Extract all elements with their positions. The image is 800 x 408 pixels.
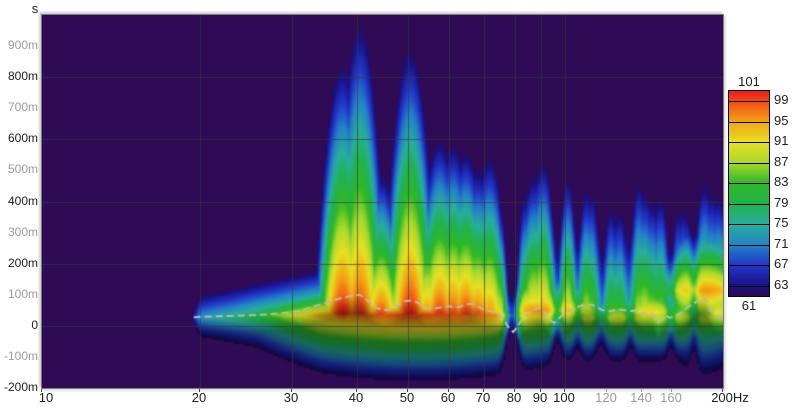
y-tick-label: 400m bbox=[7, 194, 38, 208]
legend-boundary-label: 67 bbox=[774, 256, 789, 271]
legend-min-label: 61 bbox=[741, 298, 757, 313]
y-tick-label: 0 bbox=[31, 318, 38, 332]
x-tick-mark bbox=[514, 389, 515, 392]
legend-divider bbox=[729, 265, 769, 266]
legend-divider bbox=[729, 224, 769, 225]
y-tick-label: 900m bbox=[7, 38, 38, 52]
x-tick-label: 40 bbox=[348, 390, 364, 405]
x-tick-mark bbox=[722, 389, 723, 392]
x-tick-mark bbox=[671, 389, 672, 392]
legend-divider bbox=[729, 183, 769, 184]
legend-color-bar bbox=[728, 90, 770, 297]
x-tick-label: 30 bbox=[283, 390, 299, 405]
x-tick-label: 10 bbox=[38, 390, 54, 405]
x-tick-mark bbox=[356, 389, 357, 392]
x-tick-mark bbox=[564, 389, 565, 392]
legend-boundary-label: 99 bbox=[774, 92, 789, 107]
x-tick-mark bbox=[606, 389, 607, 392]
y-tick-label: 600m bbox=[7, 131, 38, 145]
legend-boundary-label: 79 bbox=[774, 195, 789, 210]
x-tick-label: 20 bbox=[191, 390, 207, 405]
legend-divider bbox=[729, 286, 769, 287]
y-axis-unit-label: s bbox=[31, 1, 39, 16]
x-tick-mark bbox=[199, 389, 200, 392]
legend-divider bbox=[729, 245, 769, 246]
legend-divider bbox=[729, 163, 769, 164]
y-tick-label: -100m bbox=[3, 349, 38, 363]
x-tick-label: 80 bbox=[506, 390, 522, 405]
legend-divider bbox=[729, 204, 769, 205]
x-tick-label: 50 bbox=[399, 390, 415, 405]
y-tick-label: -200m bbox=[3, 380, 38, 394]
x-tick-label: 60 bbox=[440, 390, 456, 405]
legend-boundary-label: 71 bbox=[774, 236, 789, 251]
legend-divider bbox=[729, 142, 769, 143]
y-tick-label: 300m bbox=[7, 225, 38, 239]
legend-boundary-label: 95 bbox=[774, 113, 789, 128]
legend-divider bbox=[729, 122, 769, 123]
x-tick-label: 200Hz bbox=[711, 390, 749, 405]
legend-boundary-label: 83 bbox=[774, 174, 789, 189]
y-tick-label: 700m bbox=[7, 100, 38, 114]
legend-boundary-label: 75 bbox=[774, 215, 789, 230]
x-tick-mark bbox=[540, 389, 541, 392]
x-tick-mark bbox=[407, 389, 408, 392]
x-tick-mark bbox=[483, 389, 484, 392]
legend-max-label: 101 bbox=[738, 74, 760, 89]
x-tick-mark bbox=[641, 389, 642, 392]
x-tick-mark bbox=[291, 389, 292, 392]
x-tick-label: 140 bbox=[630, 390, 652, 405]
x-tick-label: 100 bbox=[553, 390, 575, 405]
x-tick-mark bbox=[448, 389, 449, 392]
x-tick-label: 90 bbox=[532, 390, 548, 405]
color-scale-legend: 101 61 99 95 91 87 83 79 75 71 67 63 bbox=[726, 74, 800, 318]
x-tick-label: 70 bbox=[475, 390, 491, 405]
y-tick-label: 800m bbox=[7, 69, 38, 83]
y-tick-label: 100m bbox=[7, 287, 38, 301]
y-tick-label: 500m bbox=[7, 162, 38, 176]
x-tick-label: 120 bbox=[595, 390, 617, 405]
x-tick-mark bbox=[41, 389, 42, 392]
legend-boundary-label: 63 bbox=[774, 277, 789, 292]
legend-divider bbox=[729, 101, 769, 102]
x-tick-label: 160 bbox=[660, 390, 682, 405]
legend-boundary-label: 87 bbox=[774, 154, 789, 169]
spectrogram-plot-area[interactable] bbox=[41, 14, 724, 389]
legend-boundary-label: 91 bbox=[774, 133, 789, 148]
y-tick-label: 200m bbox=[7, 256, 38, 270]
grid-overlay-canvas bbox=[42, 15, 723, 388]
